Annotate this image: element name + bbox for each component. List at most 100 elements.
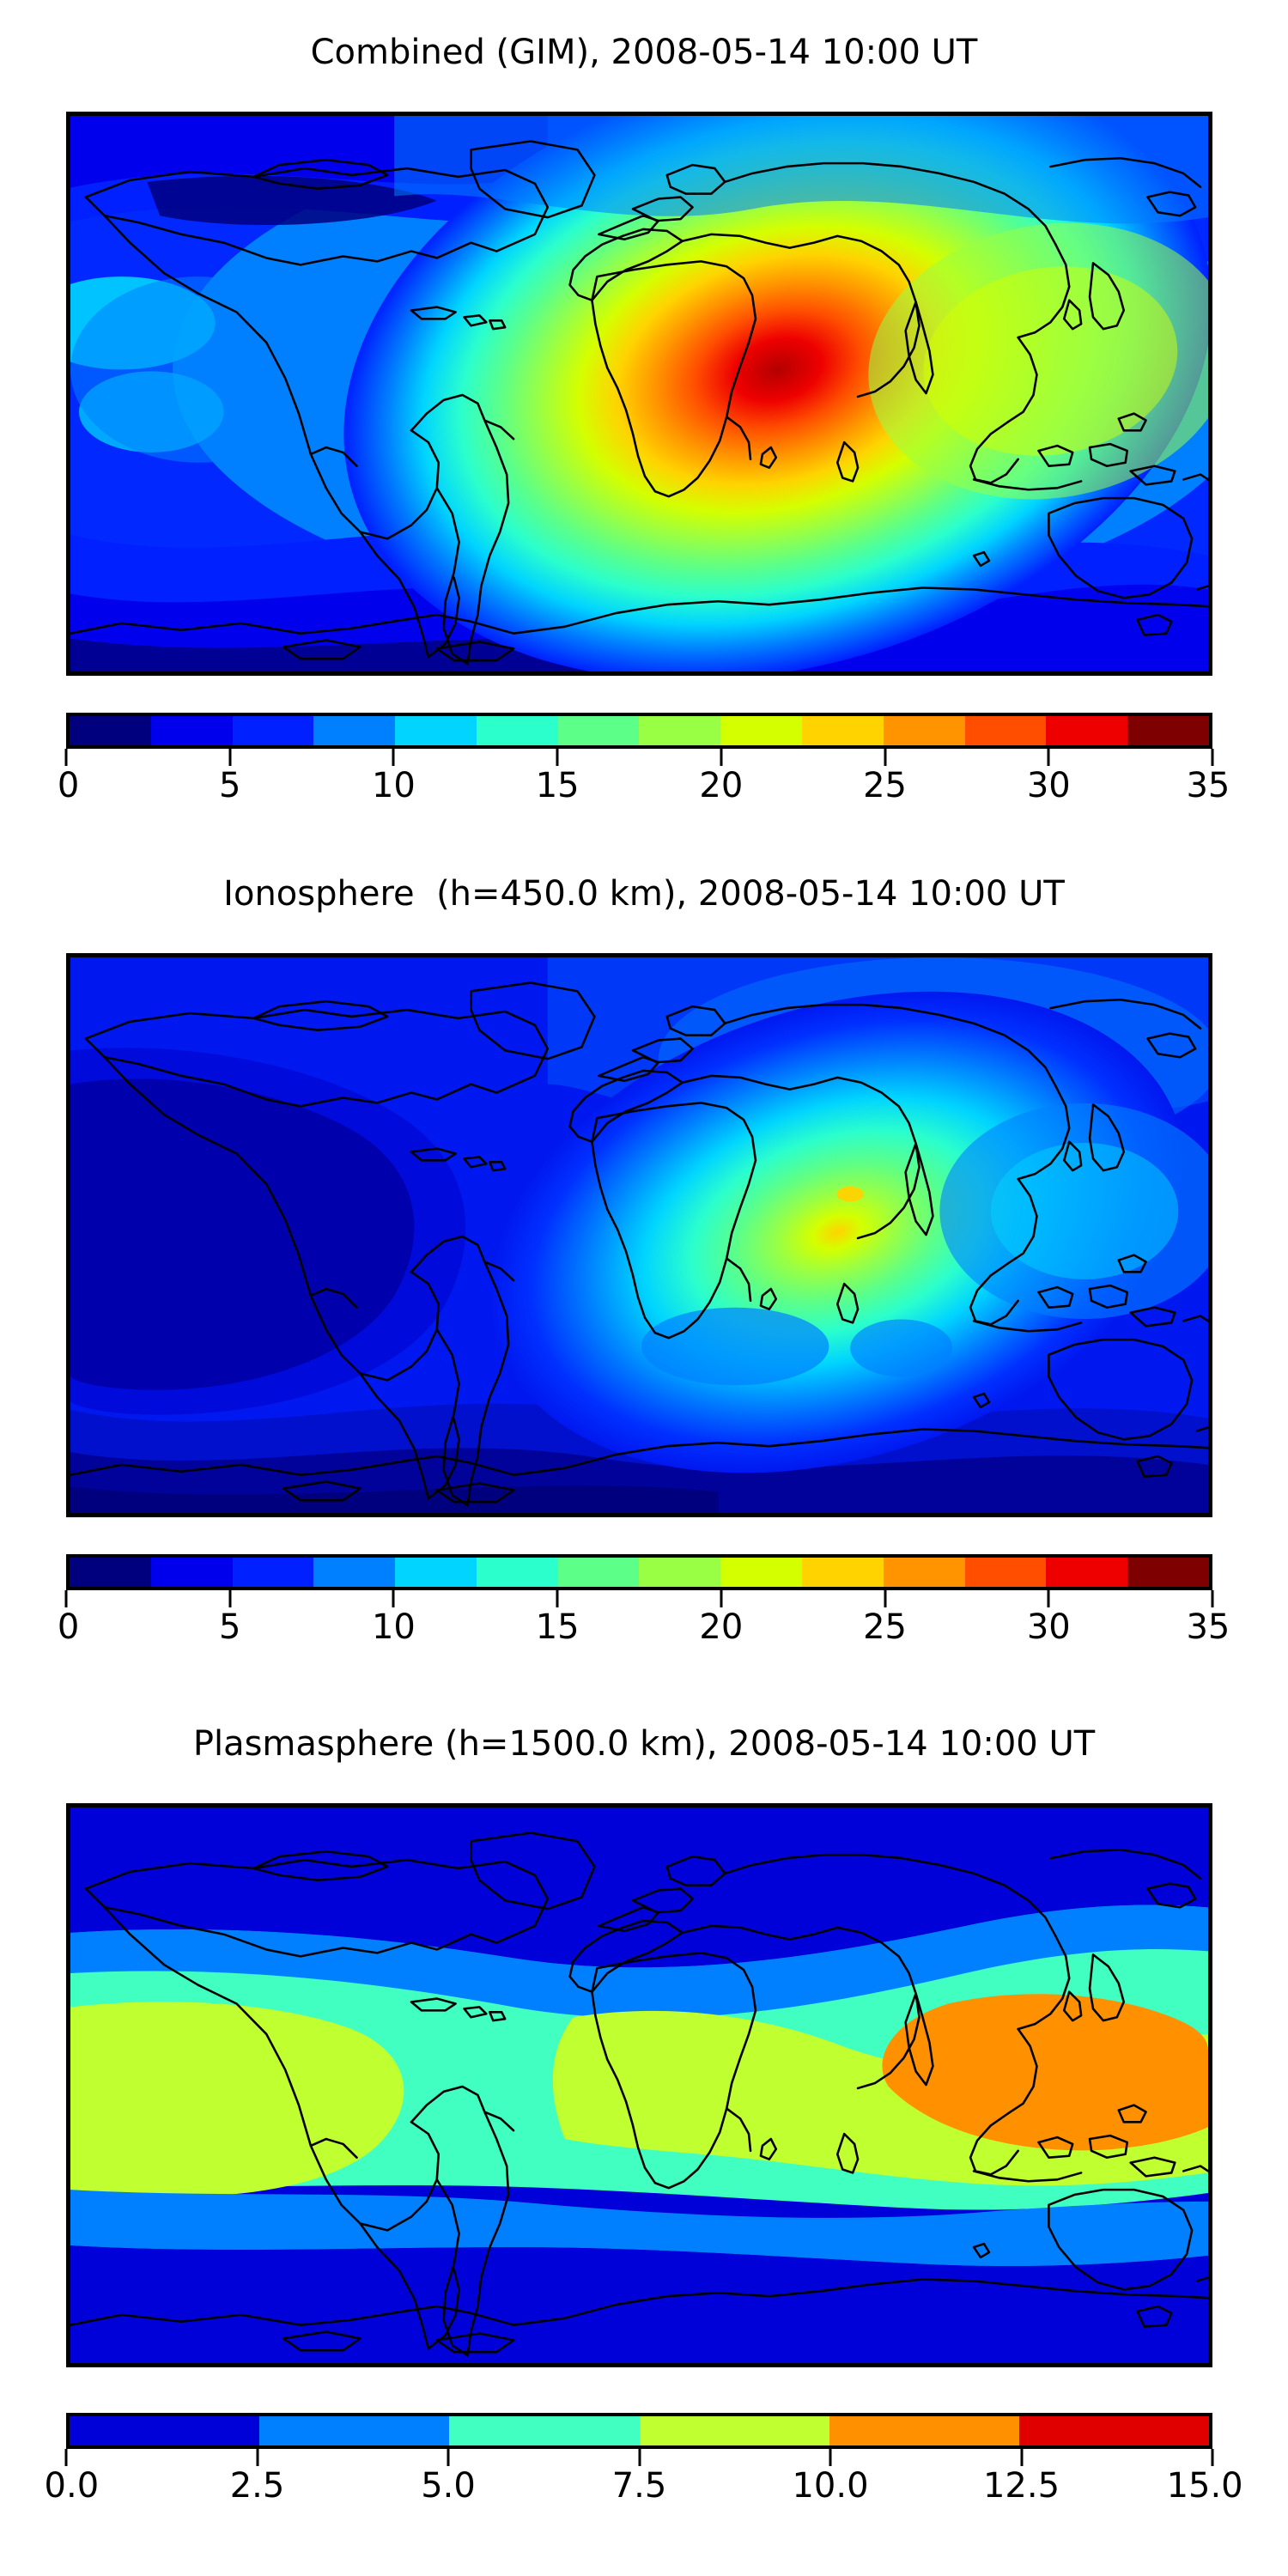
colorbar-tick [884, 1590, 887, 1607]
colorbar-segment [1046, 1558, 1128, 1587]
colorbar-tick-label: 20 [699, 1607, 744, 1647]
panel-combined-gim: Combined (GIM), 2008-05-14 10:00 UT [0, 0, 1288, 841]
colorbar-segment [964, 1558, 1047, 1587]
colorbar-tick [556, 749, 559, 766]
colorbar-tick [720, 749, 723, 766]
colorbar-tick [1211, 2449, 1214, 2466]
colorbar-tick-label: 10 [371, 1607, 416, 1647]
colorbar-wrap-ionosphere: 0 5 10 15 20 25 30 35 [58, 1554, 1230, 1656]
colorbar-labels-combined-gim: 0 5 10 15 20 25 30 35 [58, 766, 1230, 814]
map-combined-gim [66, 112, 1212, 676]
map-inner-plasmasphere [70, 1807, 1208, 2363]
colorbar-ticks-ionosphere [64, 1590, 1214, 1607]
colorbar-tick-label: 7.5 [611, 2466, 667, 2506]
tec-field-combined-gim [70, 116, 1208, 671]
colorbar-tick [228, 749, 232, 766]
map-inner-ionosphere [70, 957, 1208, 1513]
tec-field-plasmasphere [70, 1807, 1208, 2363]
panel-title-ionosphere: Ionosphere (h=450.0 km), 2008-05-14 10:0… [223, 874, 1065, 914]
colorbar-labels-ionosphere: 0 5 10 15 20 25 30 35 [58, 1607, 1230, 1656]
colorbar-tick [1211, 1590, 1214, 1607]
colorbar-segment [395, 716, 477, 745]
colorbar-segment [1127, 716, 1209, 745]
colorbar-segment [70, 2416, 260, 2445]
colorbar-tick [884, 749, 887, 766]
colorbar-tick-label: 35 [1186, 766, 1230, 805]
colorbar-ionosphere[interactable] [66, 1554, 1212, 1590]
colorbar-tick [829, 2449, 832, 2466]
colorbar-segment [313, 1558, 396, 1587]
colorbar-tick-label: 0 [57, 1607, 80, 1647]
colorbar-combined-gim[interactable] [66, 713, 1212, 749]
colorbar-segment [476, 716, 558, 745]
colorbar-tick [447, 2449, 450, 2466]
colorbar-tick-label: 0.0 [44, 2466, 100, 2506]
colorbar-tick-label: 25 [863, 1607, 908, 1647]
colorbar-tick-label: 20 [699, 766, 744, 805]
colorbar-tick-label: 30 [1026, 1607, 1071, 1647]
colorbar-tick-label: 15 [535, 1607, 580, 1647]
colorbar-tick-label: 15 [535, 766, 580, 805]
tec-field-ionosphere [70, 957, 1208, 1513]
colorbar-tick [256, 2449, 258, 2466]
colorbar-tick-label: 5 [218, 1607, 241, 1647]
colorbar-segment [476, 1558, 558, 1587]
colorbar-tick [1020, 2449, 1023, 2466]
map-inner-combined-gim [70, 116, 1208, 671]
colorbar-tick-label: 5 [218, 766, 241, 805]
colorbar-tick [392, 1590, 395, 1607]
colorbar-segment [150, 716, 233, 745]
colorbar-wrap-combined-gim: 0 5 10 15 20 25 30 35 [58, 713, 1230, 814]
colorbar-segment [232, 1558, 314, 1587]
panel-title-combined-gim: Combined (GIM), 2008-05-14 10:00 UT [310, 33, 978, 72]
colorbar-segment [639, 716, 721, 745]
colorbar-segment [395, 1558, 477, 1587]
colorbar-tick-label: 30 [1026, 766, 1071, 805]
colorbar-tick [1211, 749, 1214, 766]
colorbar-segment [1046, 716, 1128, 745]
colorbar-tick-label: 12.5 [982, 2466, 1060, 2506]
colorbar-ticks-plasmasphere [64, 2449, 1214, 2466]
colorbar-segment [449, 2416, 640, 2445]
colorbar-segment [1018, 2416, 1210, 2445]
colorbar-segment [557, 1558, 640, 1587]
map-plasmasphere [66, 1803, 1212, 2367]
colorbar-tick-label: 10 [371, 766, 416, 805]
panel-plasmasphere: Plasmasphere (h=1500.0 km), 2008-05-14 1… [0, 1683, 1288, 2576]
colorbar-segment [720, 716, 803, 745]
colorbar-segment [829, 2416, 1019, 2445]
colorbar-tick-label: 5.0 [421, 2466, 476, 2506]
colorbar-segment [557, 716, 640, 745]
colorbar-tick [392, 749, 395, 766]
colorbar-segment [964, 716, 1047, 745]
map-ionosphere [66, 953, 1212, 1517]
colorbar-tick-label: 2.5 [229, 2466, 285, 2506]
colorbar-segment [259, 2416, 450, 2445]
colorbar-tick-label: 25 [863, 766, 908, 805]
colorbar-segment [70, 1558, 151, 1587]
colorbar-tick [720, 1590, 723, 1607]
colorbar-labels-plasmasphere: 0.0 2.5 5.0 7.5 10.0 12.5 15.0 [45, 2466, 1243, 2514]
colorbar-segment [150, 1558, 233, 1587]
colorbar-segment [802, 1558, 884, 1587]
colorbar-wrap-plasmasphere: 0.0 2.5 5.0 7.5 10.0 12.5 15.0 [45, 2413, 1243, 2514]
colorbar-segment [639, 1558, 721, 1587]
colorbar-segment [883, 1558, 965, 1587]
colorbar-tick [228, 1590, 232, 1607]
colorbar-segment [639, 2416, 829, 2445]
colorbar-segment [232, 716, 314, 745]
colorbar-tick-label: 0 [57, 766, 80, 805]
colorbar-ticks-combined-gim [64, 749, 1214, 766]
colorbar-segment [70, 716, 151, 745]
colorbar-tick [64, 749, 68, 766]
colorbar-segment [1127, 1558, 1209, 1587]
colorbar-tick [64, 2449, 68, 2466]
colorbar-tick [556, 1590, 559, 1607]
colorbar-segment [720, 1558, 803, 1587]
colorbar-tick [64, 1590, 68, 1607]
colorbar-plasmasphere[interactable] [66, 2413, 1212, 2449]
colorbar-segment [802, 716, 884, 745]
colorbar-segment [313, 716, 396, 745]
panel-ionosphere: Ionosphere (h=450.0 km), 2008-05-14 10:0… [0, 841, 1288, 1683]
